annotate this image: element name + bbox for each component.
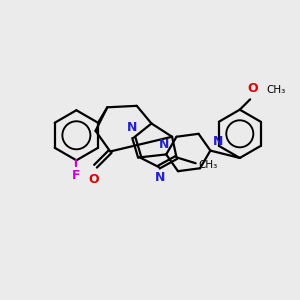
Text: CH₃: CH₃	[198, 160, 217, 170]
Text: CH₃: CH₃	[266, 85, 286, 95]
Text: N: N	[155, 171, 166, 184]
Text: O: O	[89, 173, 99, 186]
Text: N: N	[159, 138, 169, 151]
Text: N: N	[213, 135, 223, 148]
Text: F: F	[72, 169, 81, 182]
Text: O: O	[247, 82, 258, 95]
Text: N: N	[127, 121, 137, 134]
